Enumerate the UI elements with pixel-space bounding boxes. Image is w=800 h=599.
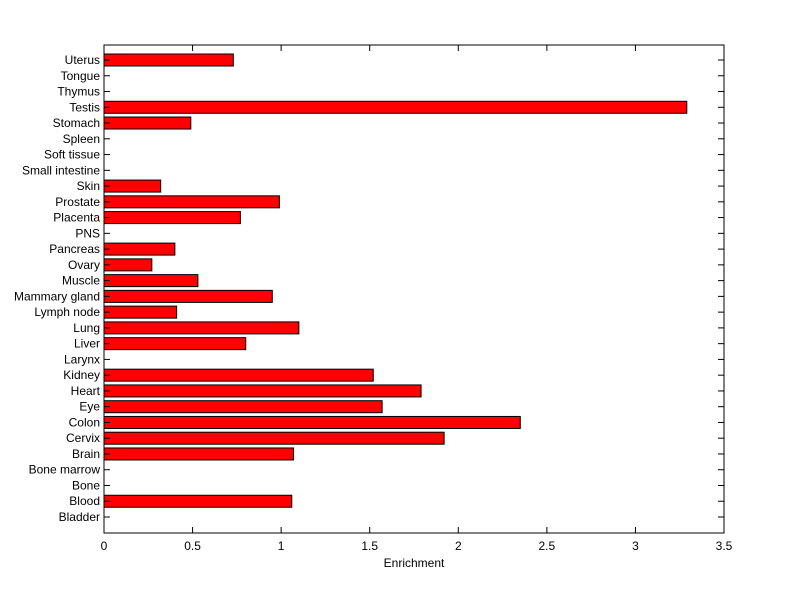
y-tick-label: Kidney: [63, 368, 100, 382]
y-tick-label: Ovary: [68, 258, 100, 272]
x-tick-label: 0: [101, 539, 108, 553]
bar-mammary-gland: [103, 289, 273, 303]
x-tick-label: 1: [278, 539, 285, 553]
bar-ovary: [103, 258, 153, 272]
x-tick-label: 3: [632, 539, 639, 553]
y-tick-label: Placenta: [53, 211, 100, 225]
y-tick-label: Bladder: [59, 510, 100, 524]
y-tick-label: Thymus: [57, 85, 100, 99]
y-tick-label: Spleen: [63, 132, 100, 146]
x-axis-label: Enrichment: [384, 556, 445, 570]
x-ticks-group: 0 0.5 1 1.5 2 2.5 3 3.5: [101, 45, 733, 553]
y-tick-label: PNS: [75, 226, 100, 240]
x-tick-label: 3.5: [716, 539, 733, 553]
bar-eye: [103, 400, 383, 414]
y-tick-label: Soft tissue: [44, 148, 100, 162]
y-tick-label: Mammary gland: [14, 289, 100, 303]
bar-blood: [103, 494, 293, 508]
y-tick-label: Testis: [69, 100, 100, 114]
bar-stomach: [103, 116, 192, 130]
y-tick-label: Muscle: [62, 274, 100, 288]
y-tick-label: Tongue: [61, 69, 101, 83]
bar-heart: [103, 384, 422, 398]
y-tick-label: Larynx: [64, 352, 100, 366]
y-tick-label: Pancreas: [49, 242, 100, 256]
y-tick-label: Liver: [74, 337, 100, 351]
bar-uterus: [103, 53, 234, 67]
y-tick-label: Stomach: [53, 116, 100, 130]
bar-lung: [103, 321, 300, 335]
y-tick-label: Colon: [69, 415, 100, 429]
y-tick-label: Uterus: [65, 53, 100, 67]
plot-frame: [103, 44, 725, 534]
y-tick-label: Small intestine: [22, 163, 100, 177]
y-tick-label: Prostate: [55, 195, 100, 209]
y-tick-label: Bone marrow: [29, 463, 101, 477]
bar-placenta: [103, 211, 241, 225]
x-tick-label: 2: [455, 539, 462, 553]
bar-brain: [103, 447, 295, 461]
x-tick-label: 0.5: [184, 539, 201, 553]
y-tick-label: Heart: [71, 384, 101, 398]
y-tick-label: Brain: [72, 447, 100, 461]
x-tick-label: 1.5: [361, 539, 378, 553]
bar-pancreas: [103, 242, 176, 256]
bar-muscle: [103, 274, 199, 288]
y-tick-label: Blood: [69, 494, 100, 508]
y-tick-label: Lymph node: [34, 305, 100, 319]
y-tick-label: Lung: [73, 321, 100, 335]
x-tick-label: 2.5: [539, 539, 556, 553]
y-tick-label: Eye: [79, 400, 100, 414]
bar-liver: [103, 337, 247, 351]
bar-prostate: [103, 195, 280, 209]
bar-skin: [103, 179, 162, 193]
y-tick-label: Cervix: [66, 431, 100, 445]
y-tick-label: Bone: [72, 478, 100, 492]
bar-lymph-node: [103, 305, 178, 319]
bars-group: [103, 53, 688, 508]
y-tick-label: Skin: [77, 179, 100, 193]
bar-colon: [103, 415, 521, 429]
bar-kidney: [103, 368, 374, 382]
bar-testis: [103, 100, 688, 114]
bar-cervix: [103, 431, 445, 445]
